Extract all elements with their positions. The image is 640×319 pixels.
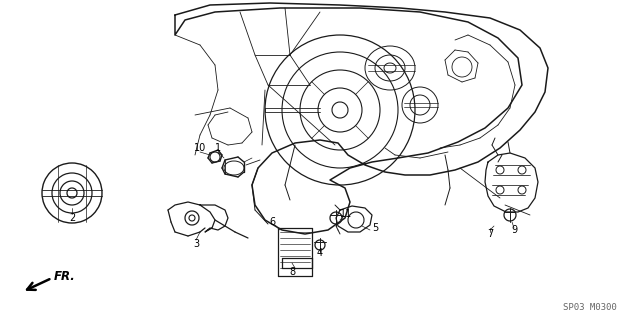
Text: 3: 3 <box>193 239 199 249</box>
Text: 6: 6 <box>269 217 275 227</box>
Text: 10: 10 <box>194 143 206 153</box>
Text: 1: 1 <box>215 143 221 153</box>
Text: 4: 4 <box>317 248 323 258</box>
Text: 8: 8 <box>289 267 295 277</box>
Text: 5: 5 <box>372 223 378 233</box>
Text: 11: 11 <box>340 209 352 219</box>
Text: FR.: FR. <box>54 270 76 283</box>
Text: 2: 2 <box>69 213 75 223</box>
Text: 7: 7 <box>487 229 493 239</box>
Text: 9: 9 <box>511 225 517 235</box>
Text: SP03 M0300: SP03 M0300 <box>563 303 617 313</box>
